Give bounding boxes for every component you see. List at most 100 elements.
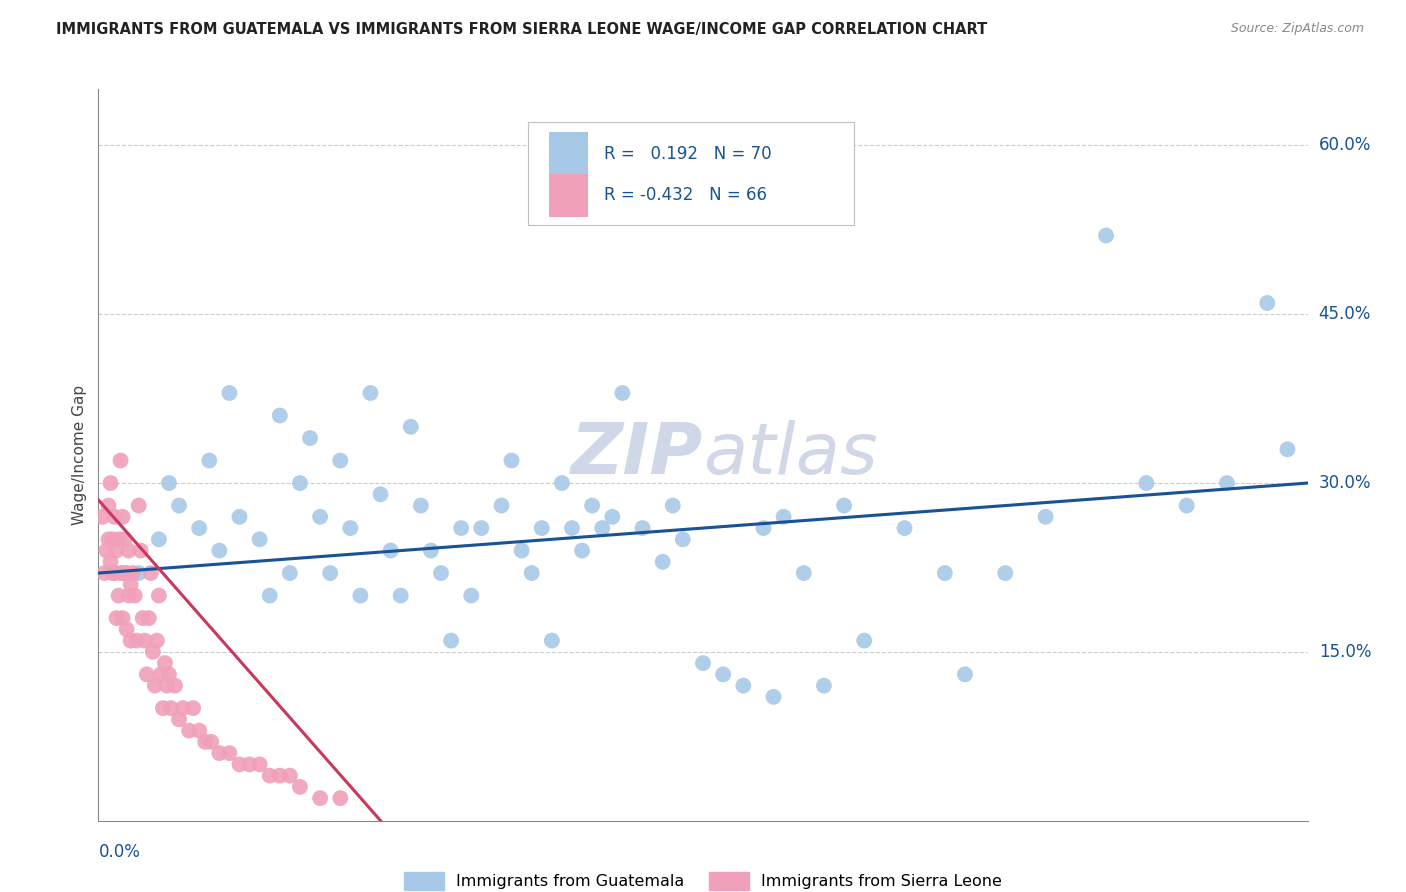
- Point: [440, 633, 463, 648]
- Point: [380, 543, 402, 558]
- Point: [134, 633, 156, 648]
- Point: [105, 611, 128, 625]
- Point: [167, 499, 190, 513]
- Point: [762, 690, 785, 704]
- Point: [208, 543, 231, 558]
- Point: [129, 543, 152, 558]
- Point: [124, 589, 146, 603]
- FancyBboxPatch shape: [527, 122, 855, 225]
- Point: [249, 757, 271, 772]
- Point: [128, 499, 150, 513]
- Point: [561, 521, 583, 535]
- Point: [600, 509, 623, 524]
- Point: [93, 566, 115, 580]
- Point: [218, 746, 240, 760]
- Point: [813, 679, 835, 693]
- Point: [148, 533, 170, 547]
- Point: [156, 679, 179, 693]
- Point: [100, 476, 122, 491]
- Text: atlas: atlas: [703, 420, 877, 490]
- Point: [491, 499, 513, 513]
- Point: [1256, 296, 1278, 310]
- Point: [120, 577, 142, 591]
- Point: [470, 521, 492, 535]
- Point: [149, 667, 172, 681]
- Point: [97, 533, 120, 547]
- Point: [430, 566, 453, 580]
- Text: 45.0%: 45.0%: [1319, 305, 1371, 323]
- Point: [1095, 228, 1118, 243]
- Point: [711, 667, 734, 681]
- Point: [752, 521, 775, 535]
- Point: [409, 499, 432, 513]
- Point: [309, 791, 332, 805]
- Point: [157, 476, 180, 491]
- Text: 30.0%: 30.0%: [1319, 474, 1371, 492]
- Point: [591, 521, 613, 535]
- Point: [733, 679, 755, 693]
- Point: [360, 386, 382, 401]
- Point: [339, 521, 361, 535]
- Point: [118, 543, 141, 558]
- FancyBboxPatch shape: [550, 174, 588, 217]
- Point: [571, 543, 593, 558]
- Point: [194, 735, 217, 749]
- Point: [91, 509, 114, 524]
- Point: [118, 589, 141, 603]
- Point: [114, 533, 136, 547]
- Point: [96, 543, 118, 558]
- Point: [103, 509, 125, 524]
- Point: [100, 555, 122, 569]
- Point: [128, 566, 150, 580]
- Point: [651, 555, 673, 569]
- Point: [269, 409, 291, 423]
- Point: [319, 566, 342, 580]
- Point: [107, 589, 129, 603]
- Point: [450, 521, 472, 535]
- Point: [218, 386, 240, 401]
- Point: [612, 386, 634, 401]
- Point: [1135, 476, 1157, 491]
- Point: [110, 453, 132, 467]
- Point: [269, 769, 291, 783]
- Text: 0.0%: 0.0%: [98, 843, 141, 861]
- Point: [107, 533, 129, 547]
- Point: [793, 566, 815, 580]
- Text: R = -0.432   N = 66: R = -0.432 N = 66: [603, 186, 766, 204]
- Point: [114, 566, 136, 580]
- Point: [125, 633, 148, 648]
- Point: [139, 566, 162, 580]
- Point: [370, 487, 392, 501]
- Point: [934, 566, 956, 580]
- Point: [259, 589, 281, 603]
- Point: [200, 735, 222, 749]
- Point: [299, 431, 322, 445]
- Point: [692, 656, 714, 670]
- Point: [419, 543, 441, 558]
- Point: [148, 589, 170, 603]
- Point: [152, 701, 174, 715]
- Point: [672, 533, 695, 547]
- Point: [1175, 499, 1198, 513]
- Point: [953, 667, 976, 681]
- Point: [1277, 442, 1299, 457]
- Point: [101, 566, 124, 580]
- Point: [399, 419, 422, 434]
- Point: [772, 509, 794, 524]
- Point: [661, 499, 683, 513]
- Point: [278, 769, 301, 783]
- Legend: Immigrants from Guatemala, Immigrants from Sierra Leone: Immigrants from Guatemala, Immigrants fr…: [398, 865, 1008, 892]
- Point: [460, 589, 482, 603]
- Point: [110, 566, 132, 580]
- Point: [520, 566, 543, 580]
- FancyBboxPatch shape: [550, 132, 588, 175]
- Point: [177, 723, 201, 738]
- Point: [132, 611, 155, 625]
- Point: [239, 757, 262, 772]
- Point: [309, 509, 332, 524]
- Point: [198, 453, 221, 467]
- Point: [138, 611, 160, 625]
- Point: [163, 679, 186, 693]
- Point: [501, 453, 523, 467]
- Point: [249, 533, 271, 547]
